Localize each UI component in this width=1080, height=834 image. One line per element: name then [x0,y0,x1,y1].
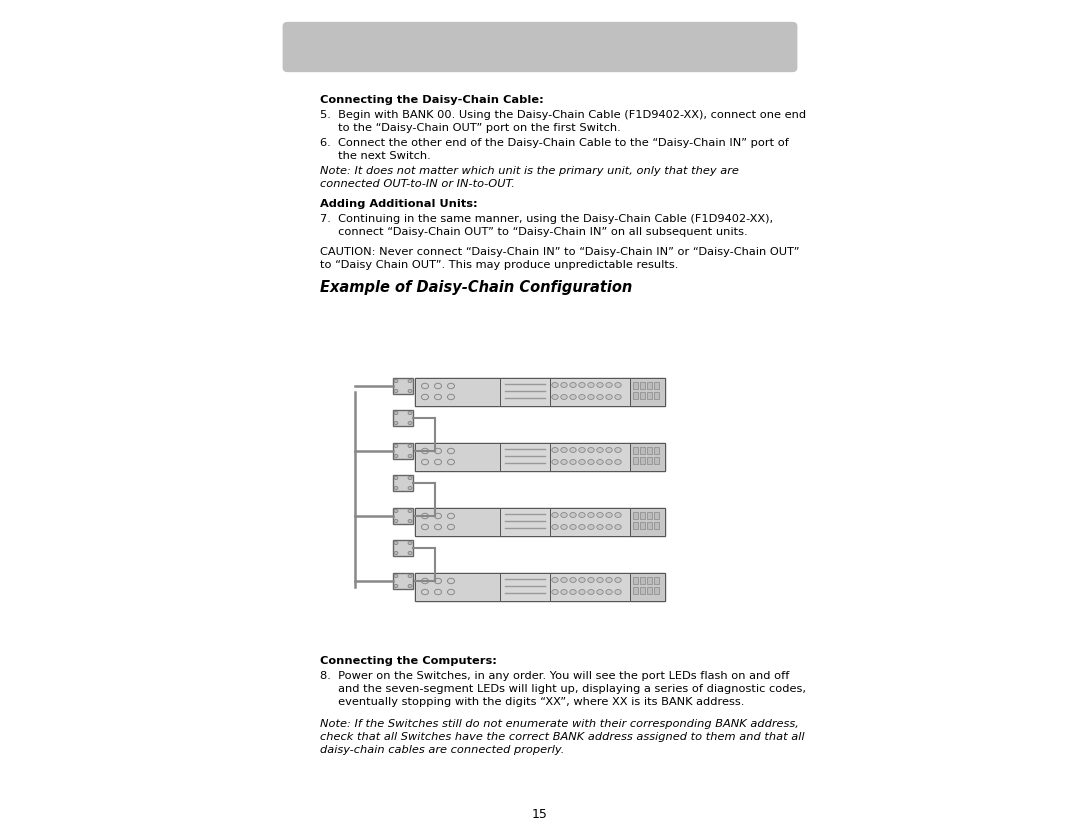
Text: to “Daisy Chain OUT”. This may produce unpredictable results.: to “Daisy Chain OUT”. This may produce u… [320,260,678,270]
Text: connect “Daisy-Chain OUT” to “Daisy-Chain IN” on all subsequent units.: connect “Daisy-Chain OUT” to “Daisy-Chai… [320,227,747,237]
Text: Note: It does not matter which unit is the primary unit, only that they are: Note: It does not matter which unit is t… [320,166,739,176]
Text: Adding Additional Units:: Adding Additional Units: [320,199,477,209]
Text: 8.  Power on the Switches, in any order. You will see the port LEDs flash on and: 8. Power on the Switches, in any order. … [320,671,789,681]
Text: Note: If the Switches still do not enumerate with their corresponding BANK addre: Note: If the Switches still do not enume… [320,719,799,729]
Text: 5.  Begin with BANK 00. Using the Daisy-Chain Cable (F1D9402-XX), connect one en: 5. Begin with BANK 00. Using the Daisy-C… [320,110,806,120]
Text: 7.  Continuing in the same manner, using the Daisy-Chain Cable (F1D9402-XX),: 7. Continuing in the same manner, using … [320,214,773,224]
Text: the next Switch.: the next Switch. [320,151,431,161]
Text: connected OUT-to-IN or IN-to-OUT.: connected OUT-to-IN or IN-to-OUT. [320,179,515,189]
Text: 6.  Connect the other end of the Daisy-Chain Cable to the “Daisy-Chain IN” port : 6. Connect the other end of the Daisy-Ch… [320,138,788,148]
Text: daisy-chain cables are connected properly.: daisy-chain cables are connected properl… [320,745,565,755]
Text: and the seven-segment LEDs will light up, displaying a series of diagnostic code: and the seven-segment LEDs will light up… [320,684,806,694]
Text: Connecting the Computers:: Connecting the Computers: [320,656,497,666]
Text: Example of Daisy-Chain Configuration: Example of Daisy-Chain Configuration [320,280,632,295]
Text: to the “Daisy-Chain OUT” port on the first Switch.: to the “Daisy-Chain OUT” port on the fir… [320,123,621,133]
Text: INSTALLATION: INSTALLATION [451,37,629,57]
Text: check that all Switches have the correct BANK address assigned to them and that : check that all Switches have the correct… [320,732,805,742]
Text: CAUTION: Never connect “Daisy-Chain IN” to “Daisy-Chain IN” or “Daisy-Chain OUT”: CAUTION: Never connect “Daisy-Chain IN” … [320,247,799,257]
Text: Connecting the Daisy-Chain Cable:: Connecting the Daisy-Chain Cable: [320,95,543,105]
Text: eventually stopping with the digits “XX”, where XX is its BANK address.: eventually stopping with the digits “XX”… [320,697,744,707]
Text: 15: 15 [532,808,548,821]
